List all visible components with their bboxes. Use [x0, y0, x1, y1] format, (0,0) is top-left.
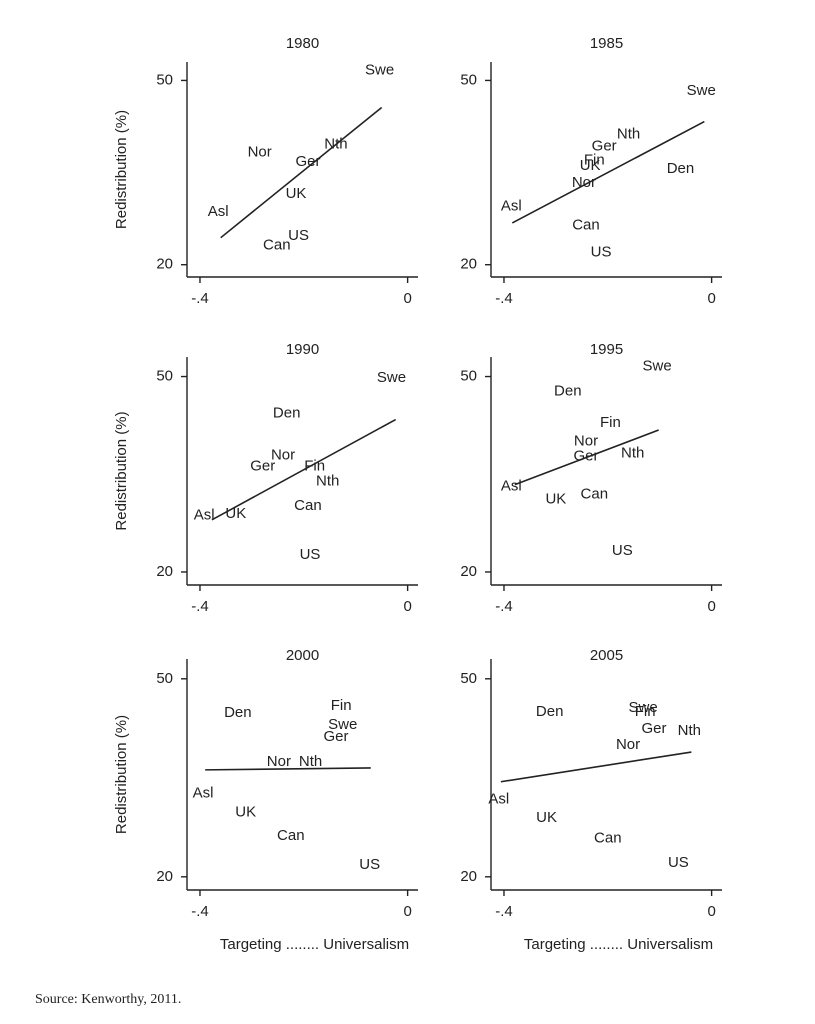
point-label: Can	[581, 485, 609, 502]
point-label: Swe	[643, 358, 672, 375]
x-tick-label: 0	[403, 903, 411, 920]
point-label: Ger	[592, 138, 617, 155]
y-tick-label: 50	[156, 670, 173, 687]
y-axis-label: Redistribution (%)	[113, 715, 130, 834]
point-label: Asl	[501, 478, 522, 495]
x-tick-label: 0	[707, 290, 715, 307]
x-tick-label: -.4	[191, 903, 209, 920]
point-label: Nth	[678, 722, 701, 739]
y-tick-label: 20	[460, 868, 477, 885]
point-label: Asl	[501, 197, 522, 214]
x-tick-label: -.4	[495, 903, 513, 920]
fit-line	[500, 751, 692, 783]
point-label: Swe	[377, 369, 406, 386]
point-label: Fin	[635, 703, 656, 720]
point-label: Can	[263, 237, 291, 254]
y-tick-label: 20	[156, 868, 173, 885]
point-label: Ger	[323, 728, 348, 745]
point-label: Den	[536, 703, 564, 720]
x-tick-label: -.4	[495, 598, 513, 615]
fit-line	[511, 120, 705, 224]
point-label: UK	[235, 804, 256, 821]
fit-line	[211, 418, 397, 521]
point-label: US	[668, 854, 689, 871]
x-tick-label: 0	[707, 598, 715, 615]
x-tick-label: 0	[403, 598, 411, 615]
point-label: Den	[224, 704, 252, 721]
point-label: Ger	[573, 448, 598, 465]
point-label: Nth	[299, 753, 322, 770]
point-label: US	[612, 542, 633, 559]
panel-title: 2000	[286, 647, 319, 664]
x-tick-label: -.4	[191, 598, 209, 615]
point-label: Den	[273, 405, 301, 422]
y-tick-label: 20	[460, 563, 477, 580]
point-label: Fin	[331, 697, 352, 714]
point-label: US	[591, 243, 612, 260]
y-tick-label: 50	[156, 368, 173, 385]
point-label: Asl	[194, 506, 215, 523]
source-note: Source: Kenworthy, 2011.	[35, 992, 181, 1007]
point-label: US	[359, 856, 380, 873]
fit-line	[514, 429, 659, 486]
point-label: Den	[554, 382, 582, 399]
y-tick-label: 20	[460, 256, 477, 273]
point-label: Nor	[248, 143, 272, 160]
point-label: Nth	[621, 444, 644, 461]
point-label: Swe	[629, 699, 658, 716]
point-label: Nor	[267, 753, 291, 770]
panel-title: 2005	[590, 647, 623, 664]
fit-line	[205, 767, 371, 771]
x-tick-label: 0	[403, 290, 411, 307]
y-axis-label: Redistribution (%)	[113, 110, 130, 229]
point-label: UK	[536, 809, 557, 826]
point-label: Swe	[687, 82, 716, 99]
point-label: US	[300, 546, 321, 563]
x-axis-label: Targeting ........ Universalism	[524, 936, 713, 953]
point-label: Can	[294, 497, 322, 514]
point-label: Ger	[295, 153, 320, 170]
point-label: Asl	[208, 203, 229, 220]
y-axis-label: Redistribution (%)	[113, 411, 130, 530]
point-label: UK	[580, 157, 601, 174]
y-tick-label: 50	[460, 368, 477, 385]
panel-title: 1980	[286, 35, 319, 52]
point-label: Fin	[584, 151, 605, 168]
point-label: Fin	[600, 414, 621, 431]
point-label: Den	[667, 160, 695, 177]
point-label: Nor	[572, 174, 596, 191]
x-axis-label: Targeting ........ Universalism	[220, 936, 409, 953]
point-label: Ger	[250, 457, 275, 474]
x-tick-label: -.4	[191, 290, 209, 307]
point-label: Swe	[328, 716, 357, 733]
point-label: Can	[594, 829, 622, 846]
point-label: Nor	[574, 433, 598, 450]
point-label: Asl	[488, 791, 509, 808]
point-label: Can	[572, 216, 600, 233]
point-label: Ger	[641, 720, 666, 737]
y-tick-label: 20	[156, 563, 173, 580]
point-label: Nth	[316, 472, 339, 489]
point-label: Can	[277, 827, 305, 844]
point-label: US	[288, 227, 309, 244]
panel-title: 1995	[590, 341, 623, 358]
point-label: UK	[286, 185, 307, 202]
fit-line	[220, 106, 383, 239]
y-tick-label: 50	[460, 71, 477, 88]
y-tick-label: 20	[156, 256, 173, 273]
x-tick-label: 0	[707, 903, 715, 920]
point-label: UK	[545, 491, 566, 508]
panel-title: 1990	[286, 341, 319, 358]
x-tick-label: -.4	[495, 290, 513, 307]
point-label: Nor	[271, 446, 295, 463]
point-label: Nor	[616, 736, 640, 753]
panel-title: 1985	[590, 35, 623, 52]
y-tick-label: 50	[156, 71, 173, 88]
point-label: Nth	[617, 125, 640, 142]
y-tick-label: 50	[460, 670, 477, 687]
point-label: Asl	[193, 785, 214, 802]
point-label: Swe	[365, 62, 394, 79]
